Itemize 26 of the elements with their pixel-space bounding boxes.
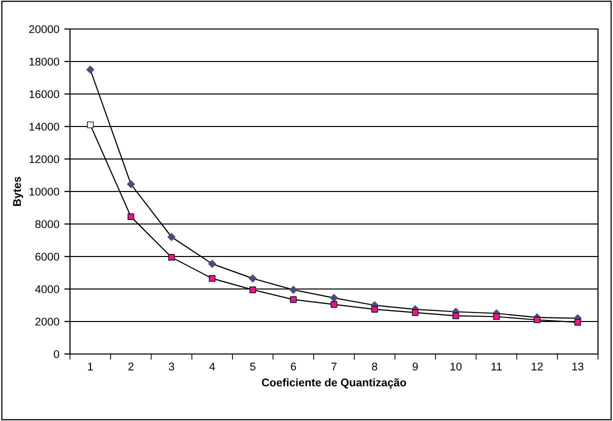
x-axis-title: Coeficiente de Quantização: [262, 378, 406, 389]
x-tick-label: 4: [209, 362, 215, 370]
x-tick-label: 11: [492, 362, 502, 370]
y-tick-label: 18000: [30, 58, 60, 66]
x-tick-label: 2: [128, 362, 134, 370]
y-tick-label: 20000: [29, 25, 60, 34]
x-tick-label: 1: [88, 362, 93, 370]
x-tick-label: 13: [572, 362, 584, 370]
x-tick-label: 10: [450, 362, 462, 370]
x-tick-label: 7: [331, 362, 337, 370]
y-tick-label: 0: [54, 350, 60, 358]
x-tick-label: 9: [412, 362, 418, 370]
y-axis-title: Bytes: [13, 176, 24, 206]
x-tick-label: 5: [250, 362, 256, 370]
y-tick-label: 4000: [35, 285, 60, 294]
x-tick-label: 3: [168, 362, 174, 370]
y-tick-label: 16000: [30, 90, 60, 98]
y-tick-label: 10000: [30, 188, 60, 196]
y-tick-label: 2000: [35, 318, 60, 326]
y-tick-label: 6000: [35, 252, 60, 261]
x-tick-label: 8: [372, 362, 378, 370]
x-tick-label: 12: [532, 362, 543, 370]
y-tick-label: 12000: [30, 155, 60, 164]
y-tick-label: 14000: [30, 122, 60, 131]
y-tick-label: 8000: [35, 220, 60, 228]
x-tick-label: 6: [290, 362, 296, 370]
